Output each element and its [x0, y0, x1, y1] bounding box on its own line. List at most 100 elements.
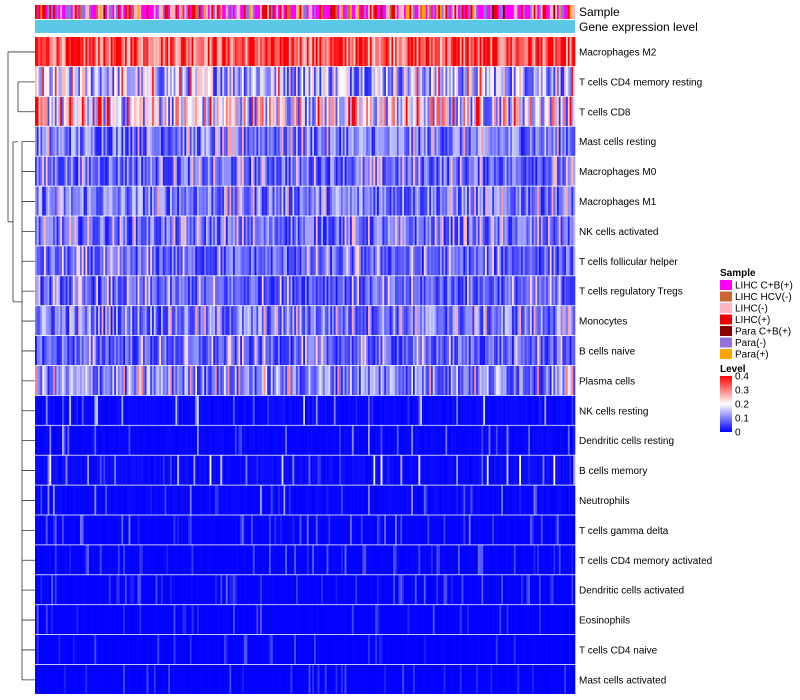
- heatmap-cell: [389, 455, 392, 485]
- heatmap-cell: [573, 186, 576, 216]
- heatmap-cell: [243, 156, 246, 186]
- heatmap-cell: [170, 336, 173, 366]
- heatmap-cell: [254, 37, 257, 67]
- heatmap-cell: [139, 455, 142, 485]
- heatmap-cell: [270, 485, 273, 515]
- heatmap-cell: [375, 365, 378, 395]
- heatmap-cell: [512, 156, 515, 186]
- heatmap-cell: [485, 425, 488, 455]
- heatmap-cell: [245, 425, 248, 455]
- heatmap-cell: [51, 425, 54, 455]
- heatmap-cell: [467, 425, 470, 455]
- heatmap-cell: [495, 96, 498, 126]
- heatmap-cell: [396, 425, 399, 455]
- heatmap-cell: [197, 216, 200, 246]
- heatmap-cell: [450, 216, 453, 246]
- heatmap-cell: [337, 395, 340, 425]
- heatmap-cell: [495, 425, 498, 455]
- heatmap-cell: [521, 306, 524, 336]
- heatmap-cell: [170, 37, 173, 67]
- heatmap-cell: [166, 276, 169, 306]
- heatmap-cell: [425, 425, 428, 455]
- heatmap-cell: [49, 246, 52, 276]
- heatmap-cell: [522, 96, 525, 126]
- heatmap-cell: [447, 37, 450, 67]
- heatmap-cell: [549, 126, 552, 156]
- heatmap-cell: [427, 276, 430, 306]
- heatmap-cell: [431, 186, 434, 216]
- heatmap-cell: [531, 66, 534, 96]
- heatmap-cell: [465, 246, 468, 276]
- heatmap-cell: [332, 365, 335, 395]
- heatmap-cell: [193, 246, 196, 276]
- heatmap-cell: [423, 216, 426, 246]
- heatmap-cell: [207, 216, 210, 246]
- heatmap-cell: [549, 336, 552, 366]
- heatmap-cell: [319, 485, 322, 515]
- heatmap-cell: [339, 455, 342, 485]
- heatmap-cell: [353, 66, 356, 96]
- heatmap-cell: [450, 425, 453, 455]
- heatmap-cell: [114, 156, 117, 186]
- heatmap-cell: [452, 455, 455, 485]
- heatmap-cell: [81, 365, 84, 395]
- heatmap-cell: [107, 37, 110, 67]
- heatmap-cell: [567, 156, 570, 186]
- heatmap-cell: [528, 425, 531, 455]
- heatmap-cell: [560, 395, 563, 425]
- heatmap-cell: [204, 336, 207, 366]
- heatmap-cell: [249, 37, 252, 67]
- heatmap-cell: [499, 395, 502, 425]
- heatmap-cell: [362, 365, 365, 395]
- heatmap-cell: [418, 336, 421, 366]
- heatmap-cell: [513, 336, 516, 366]
- heatmap-cell: [501, 365, 504, 395]
- heatmap-cell: [531, 365, 534, 395]
- sample-strip: [375, 5, 378, 19]
- sample-strip: [171, 5, 174, 19]
- heatmap-cell: [112, 306, 115, 336]
- heatmap-cell: [395, 216, 398, 246]
- heatmap-cell: [159, 455, 162, 485]
- heatmap-cell: [132, 246, 135, 276]
- heatmap-cell: [497, 276, 500, 306]
- heatmap-cell: [159, 186, 162, 216]
- heatmap-cell: [404, 276, 407, 306]
- heatmap-cell: [360, 37, 363, 67]
- heatmap-cell: [459, 37, 462, 67]
- heatmap-cell: [42, 246, 45, 276]
- heatmap-cell: [339, 425, 342, 455]
- heatmap-cell: [220, 216, 223, 246]
- heatmap-cell: [74, 156, 77, 186]
- heatmap-cell: [375, 395, 378, 425]
- heatmap-cell: [200, 455, 203, 485]
- heatmap-cell: [126, 306, 129, 336]
- heatmap-cell: [535, 336, 538, 366]
- heatmap-cell: [503, 96, 506, 126]
- heatmap-cell: [571, 66, 574, 96]
- heatmap-cell: [164, 246, 167, 276]
- heatmap-cell: [67, 306, 70, 336]
- heatmap-cell: [476, 306, 479, 336]
- heatmap-cell: [533, 37, 536, 67]
- heatmap-cell: [476, 126, 479, 156]
- heatmap-cell: [542, 246, 545, 276]
- heatmap-cell: [71, 66, 74, 96]
- heatmap-cell: [323, 66, 326, 96]
- heatmap-cell: [440, 455, 443, 485]
- heatmap-cell: [44, 425, 47, 455]
- heatmap-cell: [386, 276, 389, 306]
- heatmap-cell: [98, 96, 101, 126]
- heatmap-cell: [153, 126, 156, 156]
- heatmap-cell: [350, 455, 353, 485]
- heatmap-cell: [429, 276, 432, 306]
- heatmap-cell: [112, 186, 115, 216]
- heatmap-cell: [121, 156, 124, 186]
- heatmap-cell: [92, 306, 95, 336]
- sample-strip: [279, 5, 282, 19]
- heatmap-cell: [548, 216, 551, 246]
- heatmap-cell: [323, 365, 326, 395]
- sample-strip: [247, 5, 250, 19]
- heatmap-cell: [465, 156, 468, 186]
- heatmap-cell: [560, 425, 563, 455]
